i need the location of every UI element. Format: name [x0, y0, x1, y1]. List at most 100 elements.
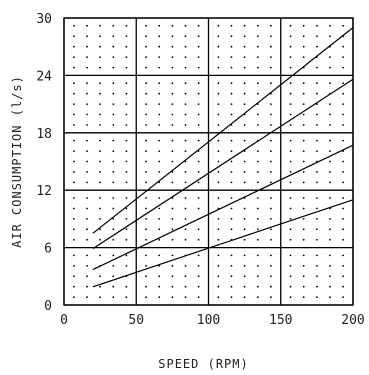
grid-dot [171, 254, 174, 257]
grid-dot [217, 92, 220, 95]
grid-dot [270, 197, 272, 199]
grid-dot [112, 254, 115, 257]
grid-dot [171, 124, 174, 126]
grid-dot [125, 171, 128, 173]
grid-dot [86, 160, 88, 163]
grid-dot [243, 265, 246, 267]
grid-dot [158, 35, 161, 38]
grid-dot [243, 207, 246, 210]
y-tick-label: 12 [36, 184, 52, 199]
grid-dot [289, 92, 292, 95]
grid-dot [289, 24, 292, 27]
grid-dot [316, 197, 318, 199]
grid-dot [302, 56, 305, 58]
grid-dot [342, 254, 344, 257]
grid-dot [184, 207, 187, 210]
grid-dot [112, 66, 115, 69]
grid-dot [329, 82, 331, 85]
grid-dot [73, 228, 75, 231]
grid-dot [158, 171, 161, 173]
grid-dot [230, 113, 233, 116]
grid-dot [73, 265, 75, 267]
grid-dot [145, 254, 148, 257]
grid-dot [184, 66, 187, 69]
x-tick-label: 50 [128, 313, 144, 328]
grid-dot [316, 45, 318, 48]
grid-dot [342, 285, 344, 288]
grid-dot [158, 45, 161, 48]
grid-dot [145, 56, 148, 58]
grid-dot [171, 150, 174, 153]
grid-dot [302, 238, 305, 241]
grid-dot [342, 160, 344, 163]
grid-dot [230, 35, 233, 38]
grid-dot [270, 254, 272, 257]
grid-dot [316, 238, 318, 241]
grid-dot [145, 265, 148, 267]
grid-dot [125, 66, 128, 69]
grid-dot [125, 181, 128, 184]
grid-dot [342, 113, 344, 116]
grid-dot [289, 171, 292, 173]
grid-dot [270, 113, 272, 116]
grid-dot [86, 275, 88, 278]
grid-dot [270, 285, 272, 288]
grid-dot [329, 113, 331, 116]
grid-dot [171, 139, 174, 142]
grid-dot [316, 207, 318, 210]
grid-dot [73, 197, 75, 199]
grid-dot [230, 103, 233, 105]
grid-dot [145, 275, 148, 278]
series-line-2 [92, 78, 354, 250]
grid-dot [86, 197, 88, 199]
grid-dot [302, 228, 305, 231]
grid-dot [230, 45, 233, 48]
grid-dot [217, 124, 220, 126]
plot-frame [63, 17, 354, 306]
grid-dot [329, 285, 331, 288]
grid-dot [86, 171, 88, 173]
grid-dot [184, 82, 187, 85]
grid-dot [289, 197, 292, 199]
grid-dot [230, 150, 233, 153]
grid-dot [125, 24, 128, 27]
grid-dot [125, 238, 128, 241]
grid-dot [171, 265, 174, 267]
grid-dot [184, 228, 187, 231]
grid-dot [316, 66, 318, 69]
grid-dot [217, 66, 220, 69]
grid-dot [125, 228, 128, 231]
grid-dot [184, 139, 187, 142]
grid-dot [86, 218, 88, 220]
grid-dot [99, 56, 101, 58]
grid-dot [230, 197, 233, 199]
grid-dot [230, 207, 233, 210]
grid-dot [289, 150, 292, 153]
series-line-4 [92, 199, 354, 288]
grid-dot [329, 139, 331, 142]
grid-dot [243, 275, 246, 278]
grid-dot [86, 265, 88, 267]
grid-dot [270, 207, 272, 210]
grid-dot [171, 238, 174, 241]
grid-dot [256, 207, 259, 210]
grid-dot [270, 103, 272, 105]
grid-dot [289, 218, 292, 220]
grid-dot [329, 238, 331, 241]
grid-dot [171, 160, 174, 163]
grid-dot [256, 218, 259, 220]
grid-dot [342, 228, 344, 231]
grid-dot [217, 35, 220, 38]
grid-dot [256, 56, 259, 58]
grid-dot [184, 24, 187, 27]
grid-dot [342, 181, 344, 184]
grid-dot [99, 82, 101, 85]
grid-dot [316, 24, 318, 27]
grid-dot [171, 113, 174, 116]
grid-dot [125, 265, 128, 267]
grid-dot [243, 181, 246, 184]
grid-dot [329, 265, 331, 267]
grid-dot [112, 124, 115, 126]
grid-dot [197, 265, 200, 267]
grid-dot [184, 45, 187, 48]
